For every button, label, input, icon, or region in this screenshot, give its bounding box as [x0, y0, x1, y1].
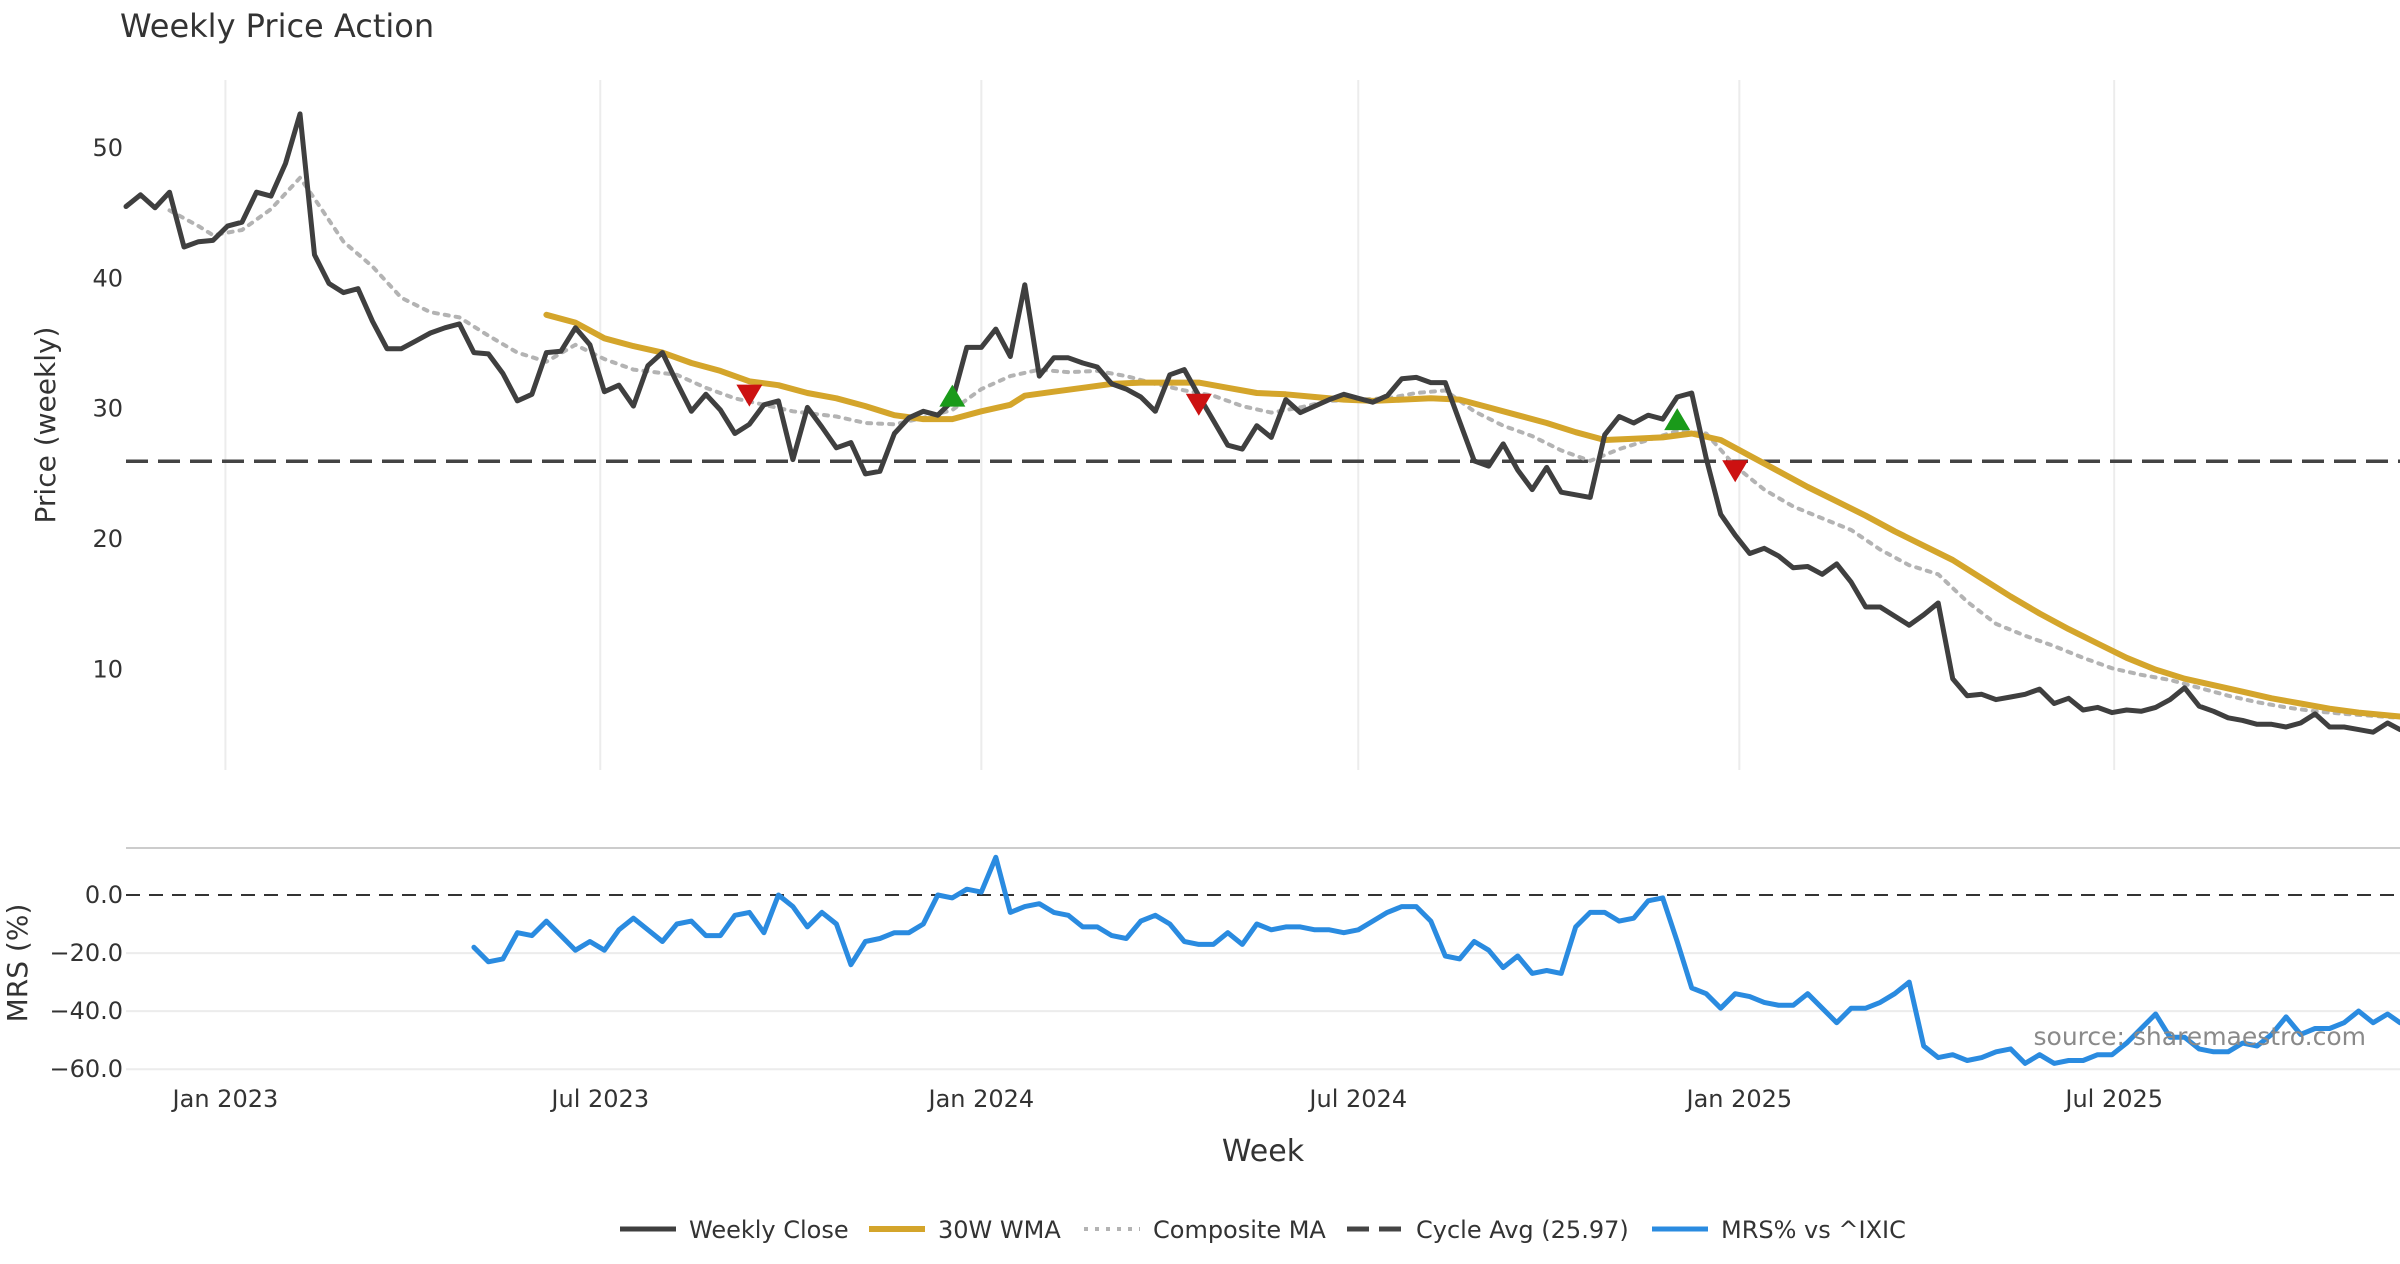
x-axis-label: Week	[1222, 1134, 1305, 1169]
mrs-y-tick-label: −40.0	[49, 997, 123, 1025]
buy-signal-marker	[939, 385, 965, 407]
close-series	[126, 114, 2400, 732]
x-tick-label: Jul 2025	[2063, 1085, 2163, 1113]
legend: Weekly Close 30W WMA Composite MA Cycle Avg…	[620, 1216, 1906, 1244]
x-tick-label: Jul 2024	[1307, 1085, 1407, 1113]
wma-series	[546, 315, 2400, 717]
mrs-y-tick-label: −60.0	[49, 1055, 123, 1083]
composite-line	[170, 178, 2400, 718]
price-y-tick-label: 50	[92, 134, 123, 162]
chart-title: Weekly Price Action	[120, 7, 434, 45]
wma-line	[546, 315, 2400, 717]
legend-label-cycle: Cycle Avg (25.97)	[1416, 1216, 1629, 1244]
price-y-axis-label: Price (weekly)	[29, 327, 62, 524]
price-y-tick-label: 40	[92, 264, 123, 292]
x-tick-label: Jan 2023	[171, 1085, 279, 1113]
mrs-y-tick-label: 0.0	[85, 881, 123, 909]
mrs-gridlines	[126, 953, 2400, 1069]
mrs-y-tick-label: −20.0	[49, 939, 123, 967]
composite-series	[169, 178, 2400, 718]
price-panel	[126, 114, 2400, 732]
mrs-y-axis-label: MRS (%)	[1, 904, 34, 1023]
source-watermark: source: sharemaestro.com	[2034, 1022, 2367, 1051]
legend-label-wma: 30W WMA	[938, 1216, 1061, 1244]
axes: Jan 2023 Jul 2023 Jan 2024 Jul 2024 Jan 2025…	[49, 134, 2163, 1113]
price-gridlines	[225, 80, 2114, 770]
x-tick-label: Jan 2025	[1684, 1085, 1792, 1113]
x-tick-label: Jul 2023	[549, 1085, 649, 1113]
price-y-tick-label: 20	[92, 525, 123, 553]
close-line	[126, 114, 2400, 732]
price-y-tick-label: 10	[92, 656, 123, 684]
x-tick-label: Jan 2024	[926, 1085, 1034, 1113]
legend-label-composite: Composite MA	[1153, 1216, 1326, 1244]
legend-label-mrs: MRS% vs ^IXIC	[1721, 1216, 1906, 1244]
legend-label-close: Weekly Close	[689, 1216, 849, 1244]
price-y-tick-label: 30	[92, 395, 123, 423]
